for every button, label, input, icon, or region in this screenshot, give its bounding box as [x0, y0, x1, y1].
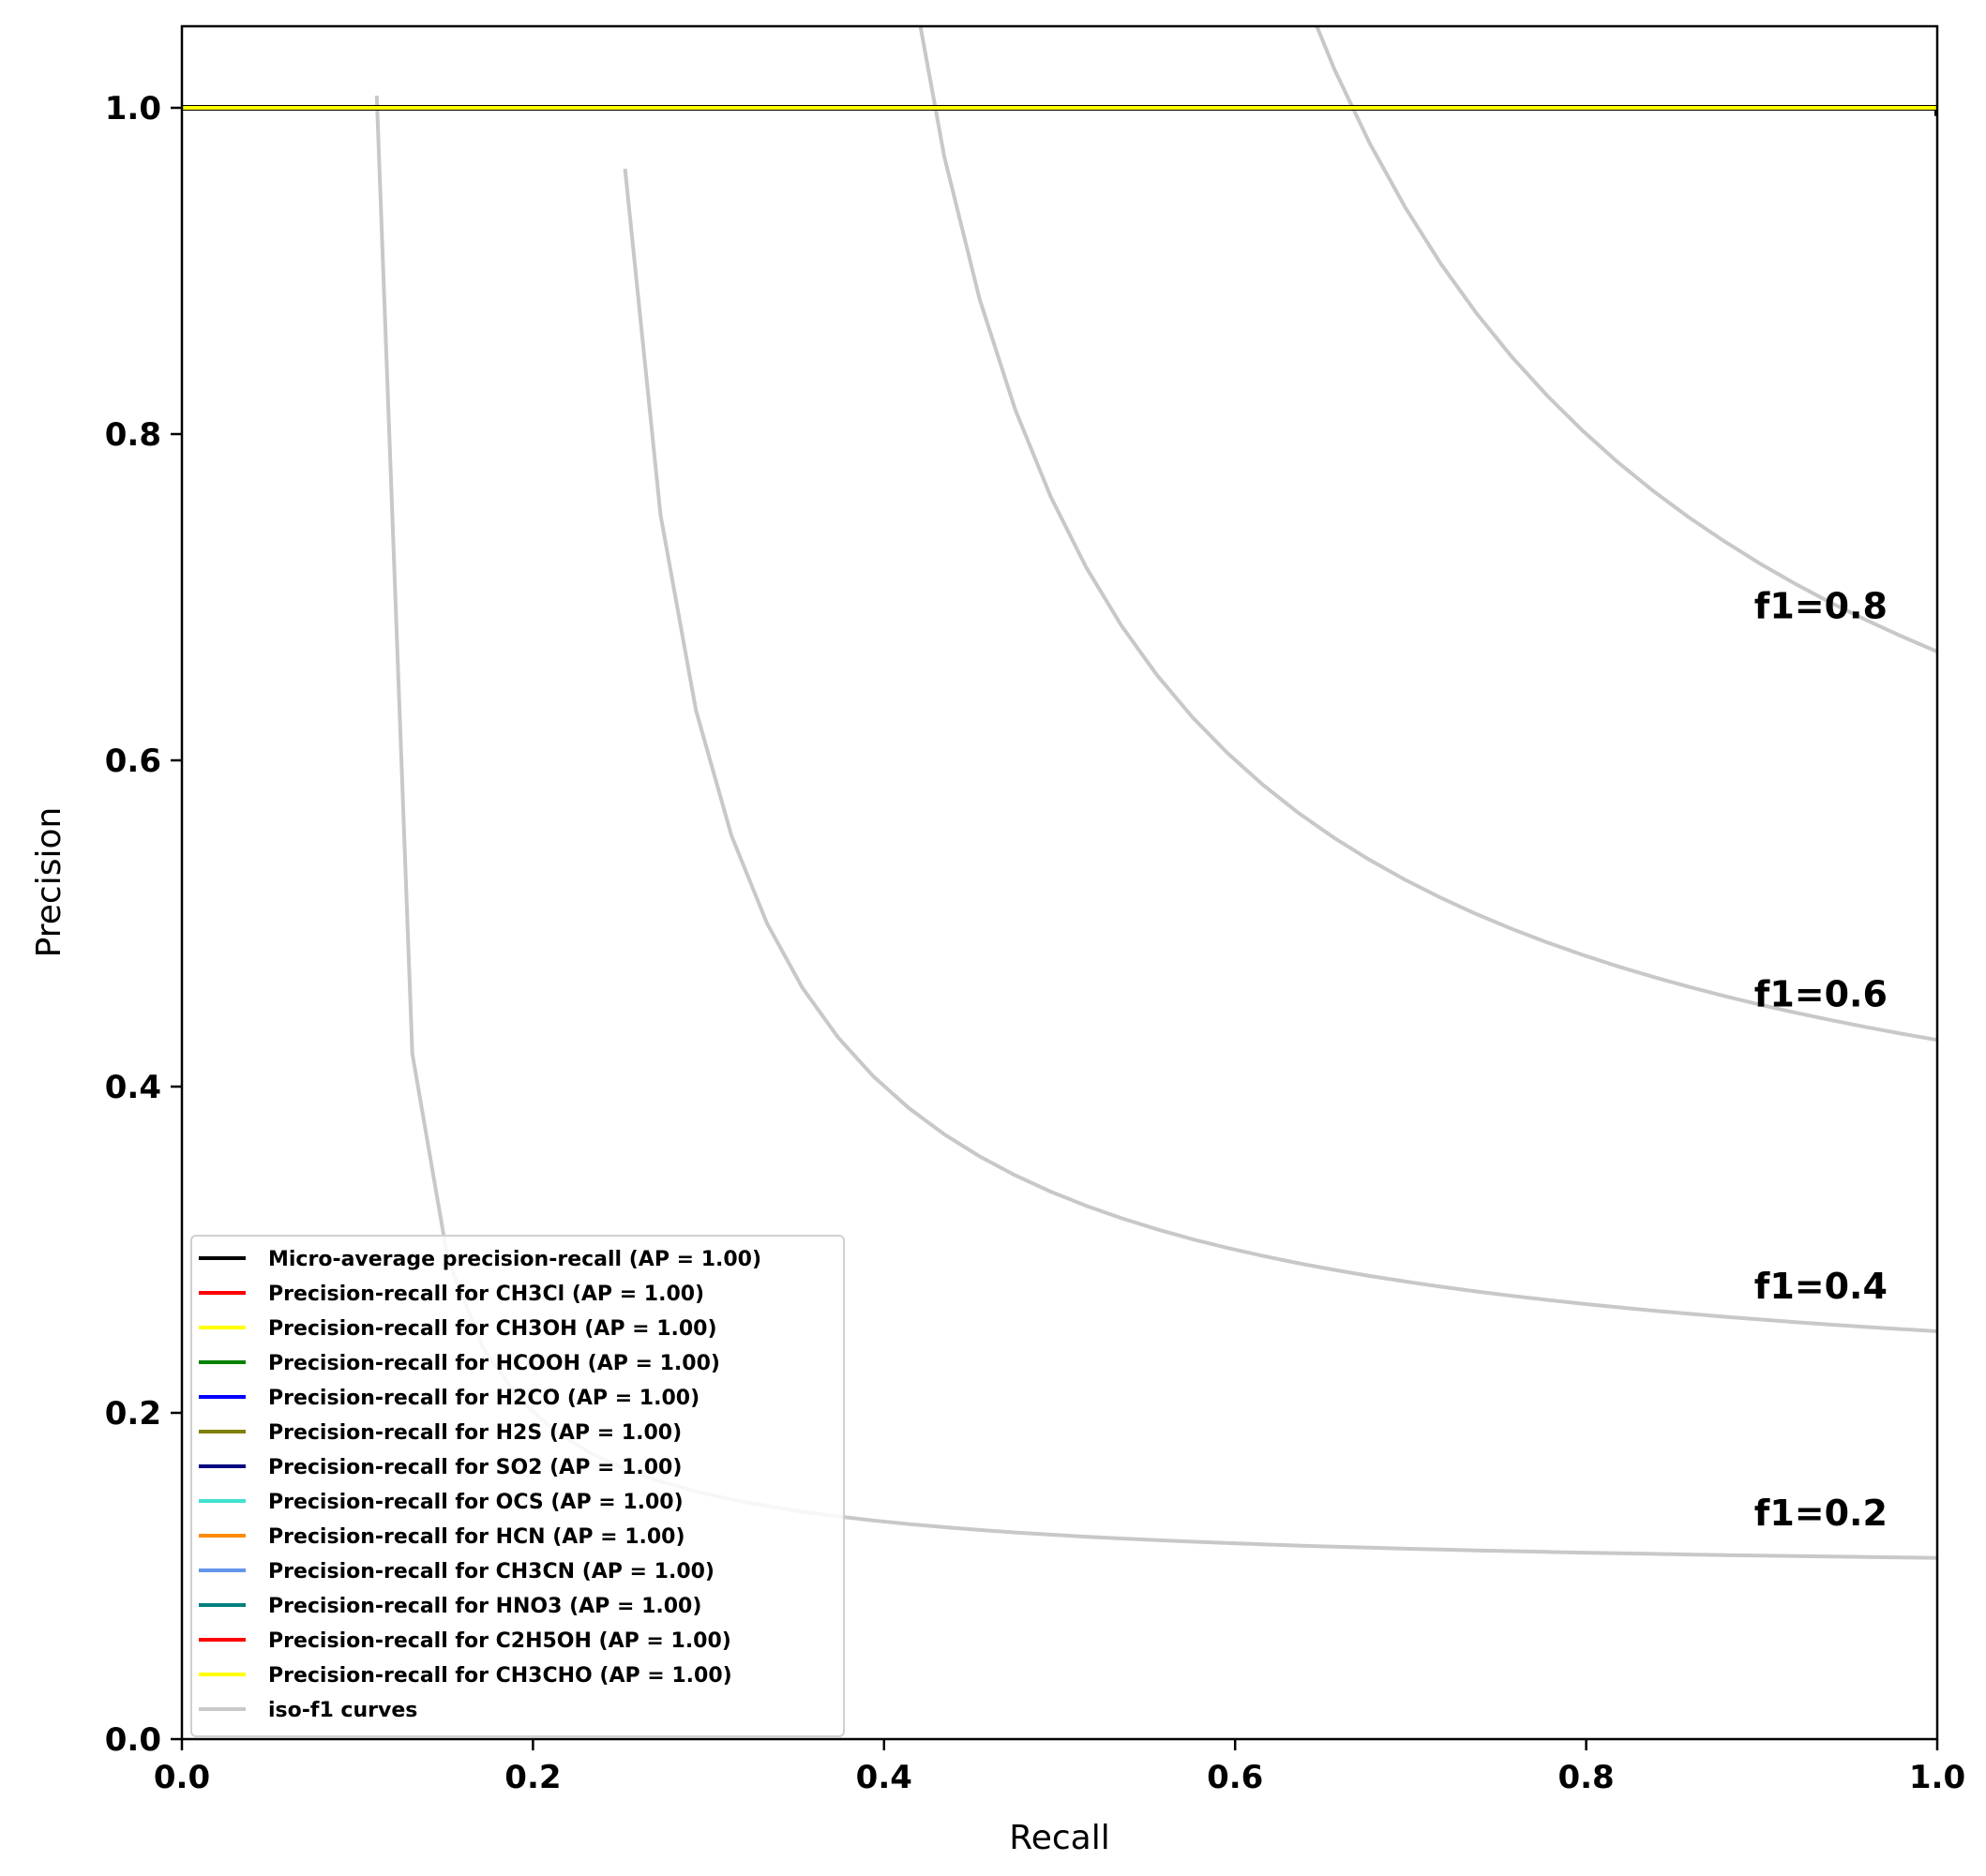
x-tick-label: 0.4 — [856, 1759, 912, 1796]
legend-label: Micro-average precision-recall (AP = 1.0… — [268, 1248, 761, 1271]
legend-label: Precision-recall for CH3Cl (AP = 1.00) — [268, 1283, 704, 1306]
x-tick-label: 0.0 — [154, 1759, 210, 1796]
legend-label: Precision-recall for HNO3 (AP = 1.00) — [268, 1595, 701, 1618]
legend-label: Precision-recall for HCN (AP = 1.00) — [268, 1525, 685, 1549]
x-tick-label: 0.8 — [1557, 1759, 1614, 1796]
iso-f1-labels: f1=0.2 f1=0.4 f1=0.6 f1=0.8 — [1754, 586, 1888, 1534]
y-tick-label: 1.0 — [105, 90, 161, 128]
legend-box — [190, 1235, 845, 1737]
iso-f1-label: f1=0.2 — [1754, 1493, 1888, 1534]
legend-label: Precision-recall for HCOOH (AP = 1.00) — [268, 1352, 720, 1375]
y-tick-label: 0.6 — [105, 743, 161, 780]
legend: Micro-average precision-recall (AP = 1.0… — [190, 1235, 845, 1737]
x-axis-title: Recall — [1009, 1819, 1109, 1857]
series-lines — [182, 105, 1937, 116]
plot-frame — [180, 24, 1939, 1741]
iso-f1-label: f1=0.6 — [1754, 974, 1888, 1015]
legend-label: Precision-recall for CH3CN (AP = 1.00) — [268, 1560, 715, 1583]
legend-label: Precision-recall for OCS (AP = 1.00) — [268, 1491, 684, 1514]
y-tick-label: 0.4 — [105, 1069, 161, 1106]
y-axis-title: Precision — [30, 807, 68, 958]
iso-f1-label: f1=0.8 — [1754, 586, 1888, 627]
y-tick-label: 0.0 — [105, 1721, 161, 1759]
iso-f1-curve — [1315, 26, 1937, 653]
legend-label: Precision-recall for H2CO (AP = 1.00) — [268, 1387, 700, 1410]
iso-f1-curve — [918, 26, 1937, 1043]
legend-label: Precision-recall for H2S (AP = 1.00) — [268, 1421, 682, 1445]
legend-label: Precision-recall for SO2 (AP = 1.00) — [268, 1456, 682, 1479]
legend-label: Precision-recall for CH3OH (AP = 1.00) — [268, 1317, 717, 1341]
legend-label: iso-f1 curves — [268, 1699, 417, 1722]
legend-label: Precision-recall for CH3CHO (AP = 1.00) — [268, 1664, 732, 1688]
x-tick-label: 0.2 — [504, 1759, 561, 1796]
y-axis: 0.0 0.2 0.4 0.6 0.8 1.0 — [105, 90, 182, 1759]
iso-f1-curve — [623, 168, 1937, 1333]
y-tick-label: 0.2 — [105, 1395, 161, 1433]
y-tick-label: 0.8 — [105, 416, 161, 454]
legend-label: Precision-recall for C2H5OH (AP = 1.00) — [268, 1629, 731, 1653]
x-tick-label: 0.6 — [1207, 1759, 1263, 1796]
x-tick-label: 1.0 — [1909, 1759, 1965, 1796]
x-axis: 0.0 0.2 0.4 0.6 0.8 1.0 — [154, 1739, 1965, 1796]
iso-f1-label: f1=0.4 — [1754, 1266, 1888, 1307]
